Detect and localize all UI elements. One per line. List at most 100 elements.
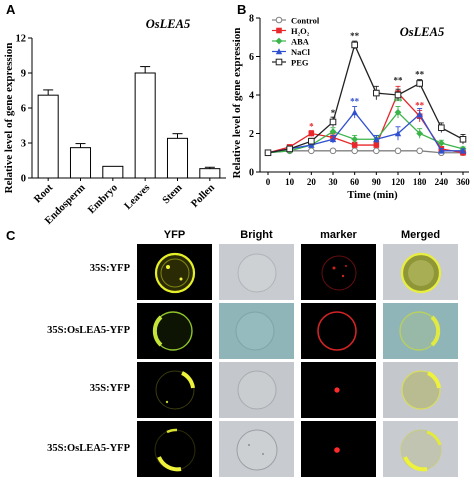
image-row4-yfp	[137, 421, 212, 496]
series-4	[264, 40, 467, 157]
x-tick-label: Stem	[161, 182, 185, 206]
legend-marker	[275, 48, 283, 55]
bar-root	[37, 94, 59, 179]
data-point	[351, 41, 358, 49]
x-tick-label: 180	[413, 177, 427, 187]
x-tick-label: 0	[266, 177, 271, 187]
data-point	[286, 145, 293, 153]
x-tick-label: 120	[391, 177, 405, 187]
column-header-merged: Merged	[400, 229, 441, 241]
series-line	[267, 111, 463, 154]
image-row3-bright	[219, 362, 294, 437]
legend-entry: PEG	[291, 57, 309, 67]
x-tick-label: 90	[372, 177, 382, 187]
data-point	[416, 130, 424, 137]
bar-endosperm	[69, 147, 92, 179]
x-tick-label: Embryo	[86, 182, 120, 216]
significance-mark: *	[331, 108, 336, 118]
column-header-bright: Bright	[240, 229, 273, 241]
image-row4-bright	[219, 421, 294, 496]
panel-label-a: A	[6, 2, 16, 17]
significance-mark: **	[415, 100, 425, 110]
y-tick-label: 9	[21, 69, 26, 80]
chart-a-title: OsLEA5	[146, 17, 190, 31]
x-tick-label: 30	[329, 177, 339, 187]
data-point	[437, 139, 445, 147]
legend-entry: ABA	[291, 36, 310, 46]
data-point	[308, 141, 315, 148]
bar-pollen	[199, 168, 221, 179]
row-label-2: 35S:OsLEA5-YFP	[47, 325, 130, 336]
series-line	[267, 43, 464, 154]
data-point	[264, 149, 272, 157]
significance-mark: **	[350, 31, 360, 41]
data-point	[373, 142, 380, 148]
column-header-marker: marker	[320, 229, 357, 241]
image-row3-marker	[301, 362, 376, 437]
row-label-1: 35S:YFP	[89, 263, 130, 274]
data-point	[416, 111, 423, 118]
image-row2-merged	[383, 303, 458, 378]
image-row1-marker	[301, 244, 376, 319]
series-line	[267, 91, 464, 154]
x-tick-label: 60	[350, 177, 360, 187]
data-point	[459, 135, 467, 143]
data-point	[329, 136, 337, 143]
significance-mark: **	[350, 97, 360, 107]
significance-mark: **	[415, 70, 425, 80]
image-row1-bright	[219, 244, 294, 319]
x-tick-label: Pollen	[189, 182, 217, 210]
series-line	[267, 150, 463, 154]
data-point	[416, 147, 423, 155]
data-point	[459, 147, 467, 154]
series-line	[267, 111, 464, 154]
series-2	[264, 106, 467, 157]
data-point	[351, 109, 358, 116]
y-tick-label: 6	[21, 104, 26, 115]
x-tick-label: 240	[435, 177, 449, 187]
data-point	[373, 136, 380, 143]
legend-entry: NaCl	[291, 47, 311, 57]
image-row1-yfp	[137, 244, 212, 319]
bar-leaves	[134, 72, 156, 179]
y-tick-label: 0	[21, 174, 26, 185]
significance-mark: *	[309, 122, 314, 132]
column-header-yfp: YFP	[163, 229, 186, 241]
y-tick-label: 0	[249, 168, 254, 179]
image-row2-yfp	[137, 303, 212, 378]
data-point	[438, 147, 445, 154]
data-point	[308, 130, 315, 137]
data-point	[373, 147, 380, 155]
bar-embryo	[102, 165, 124, 179]
x-tick-label: Leaves	[123, 182, 153, 212]
data-point	[351, 142, 358, 148]
series-3	[264, 106, 467, 156]
bar-stem	[166, 137, 189, 179]
panel-label-b: B	[237, 2, 247, 17]
image-row4-marker	[301, 421, 376, 496]
y-tick-label: 3	[21, 139, 26, 150]
x-tick-label: Root	[32, 182, 55, 205]
x-tick-label: 10	[285, 177, 295, 187]
legend-marker	[275, 37, 283, 45]
chart-b-ylabel: Relative level of gene expression	[231, 28, 243, 179]
y-tick-label: 6	[249, 52, 254, 63]
data-point	[329, 128, 337, 135]
data-point	[438, 124, 445, 132]
legend-marker	[275, 16, 283, 24]
y-tick-label: 12	[16, 34, 27, 45]
data-point	[394, 91, 402, 99]
image-row3-merged	[383, 362, 458, 437]
data-point	[394, 130, 402, 137]
data-point	[416, 80, 423, 87]
image-row2-bright	[219, 303, 294, 378]
significance-mark: **	[394, 97, 404, 107]
y-tick-label: 2	[249, 129, 254, 140]
row-label-4: 35S:OsLEA5-YFP	[47, 443, 130, 454]
significance-mark: **	[394, 75, 404, 85]
legend-marker	[276, 27, 282, 34]
row-label-3: 35S:YFP	[89, 383, 130, 394]
legend-entry: Control	[291, 15, 320, 25]
data-point	[329, 118, 337, 126]
